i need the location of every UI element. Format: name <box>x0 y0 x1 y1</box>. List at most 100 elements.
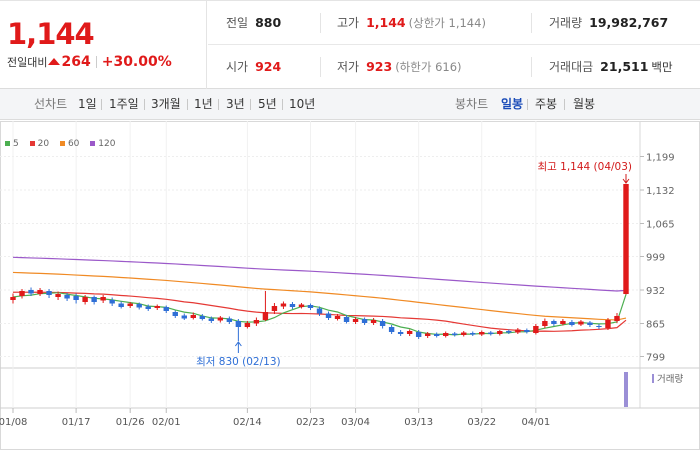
candle-body <box>172 312 178 316</box>
line-chart-label: 선차트 <box>34 97 68 111</box>
volume-legend-swatch <box>652 374 654 383</box>
candle-body <box>10 297 16 300</box>
candle-body <box>325 313 332 318</box>
candle-body <box>253 320 260 324</box>
legend-ma20: 20 <box>29 139 49 149</box>
candle-body <box>235 321 242 327</box>
candle-body <box>181 315 187 319</box>
candle-body <box>596 326 602 327</box>
candle-body <box>316 308 323 314</box>
line-period-5y[interactable]: 5년 <box>258 97 277 111</box>
candle-body <box>533 326 539 333</box>
legend-ma60: 60 <box>59 139 79 149</box>
candle-body <box>190 315 196 318</box>
divider <box>282 99 283 110</box>
change-amount: 264 <box>61 54 91 70</box>
line-period-3y[interactable]: 3년 <box>226 97 245 111</box>
x-tick-label: 01/08 <box>0 417 27 428</box>
legend-ma5: 5 <box>5 139 19 149</box>
candle-period-monthly[interactable]: 월봉 <box>573 97 596 111</box>
candle-body <box>497 331 503 334</box>
candle-body <box>551 321 557 324</box>
candle-body <box>623 184 629 294</box>
divider <box>320 57 321 77</box>
ma60-line <box>12 271 627 321</box>
candle-body <box>64 295 70 299</box>
candle-body <box>46 291 52 295</box>
y-tick-label: 1,065 <box>646 220 675 231</box>
candle-body <box>19 291 25 296</box>
candle-body <box>244 323 251 327</box>
trade-value: 거래대금 21,511 백만 <box>549 59 673 74</box>
candle-body <box>82 297 88 302</box>
divider <box>187 99 188 110</box>
quote-header: 1,144 전일대비 264 +30.00% 전일 880 고가 1,144 (상한가 1… <box>0 0 700 89</box>
min-annotation: 최저 830 (02/13) <box>196 356 281 368</box>
prev-close: 전일 880 <box>226 15 282 30</box>
volume: 거래량 19,982,767 <box>549 15 669 30</box>
candle-body <box>208 318 215 321</box>
quote-row-1: 전일 880 고가 1,144 (상한가 1,144) 거래량 19,982,767 <box>208 1 700 45</box>
up-arrow-icon <box>48 58 61 65</box>
divider <box>531 13 532 33</box>
candle-body <box>118 303 124 307</box>
line-period-1w[interactable]: 1주일 <box>109 97 139 111</box>
divider <box>95 56 97 68</box>
candle-body <box>352 319 359 322</box>
line-period-3m[interactable]: 3개월 <box>151 97 181 111</box>
candle-period-daily[interactable]: 일봉 <box>501 97 524 111</box>
candle-body <box>361 319 368 323</box>
chart-toolbar: 선차트 1일 1주일 3개월 1년 3년 5년 10년 봉차트 일봉 주봉 월봉 <box>0 89 700 120</box>
y-tick-label: 999 <box>646 253 665 264</box>
divider <box>531 57 532 77</box>
candle-body <box>433 334 440 336</box>
open-price: 시가 924 <box>226 59 282 74</box>
x-tick-label: 02/23 <box>296 417 325 428</box>
candle-body <box>614 316 620 321</box>
candle-body <box>424 333 431 336</box>
divider <box>218 99 219 110</box>
line-period-10y[interactable]: 10년 <box>289 97 316 111</box>
candle-body <box>569 322 575 325</box>
candle-body <box>55 294 61 297</box>
line-period-1y[interactable]: 1년 <box>194 97 213 111</box>
candle-body <box>262 312 269 320</box>
ma120-line <box>12 256 627 292</box>
max-annotation: 최고 1,144 (04/03) <box>537 161 632 173</box>
candle-body <box>515 329 521 333</box>
x-tick-label: 03/04 <box>341 417 370 428</box>
y-tick-label: 1,199 <box>646 153 675 164</box>
candle-body <box>560 321 566 324</box>
price-box: 1,144 전일대비 264 +30.00% <box>0 1 207 89</box>
candle-body <box>461 332 467 335</box>
x-tick-label: 02/14 <box>233 417 262 428</box>
candle-body <box>289 304 296 307</box>
candlestick-chart[interactable]: 1,199 1,132 1,065 999 932 865 799 01/08 01/17 01/… <box>0 121 700 450</box>
candle-body <box>145 306 151 309</box>
x-tick-label: 03/22 <box>467 417 496 428</box>
candle-body <box>587 322 593 325</box>
divider <box>320 13 321 33</box>
current-price: 1,144 <box>7 17 95 51</box>
candle-body <box>452 333 458 335</box>
candle-body <box>542 321 548 326</box>
divider <box>564 99 565 110</box>
x-tick-label: 03/13 <box>404 417 433 428</box>
candle-body <box>217 317 224 321</box>
divider <box>250 99 251 110</box>
candle-body <box>109 300 115 304</box>
y-tick-label: 799 <box>646 353 665 364</box>
candle-body <box>470 333 476 335</box>
candle-body <box>226 318 233 322</box>
price-chart: 1,199 1,132 1,065 999 932 865 799 01/08 01/17 01/… <box>0 121 700 450</box>
candle-period-weekly[interactable]: 주봉 <box>535 97 558 111</box>
candle-body <box>397 332 404 334</box>
quote-row-2: 시가 924 저가 923 (하한가 616) 거래대금 21,511 백만 <box>208 45 700 89</box>
candle-body <box>605 320 611 328</box>
line-period-1d[interactable]: 1일 <box>78 97 97 111</box>
volume-bar <box>624 372 628 407</box>
candle-body <box>127 303 133 306</box>
candle-body <box>334 316 341 319</box>
candle-body <box>443 333 449 336</box>
candle-body <box>37 290 43 294</box>
